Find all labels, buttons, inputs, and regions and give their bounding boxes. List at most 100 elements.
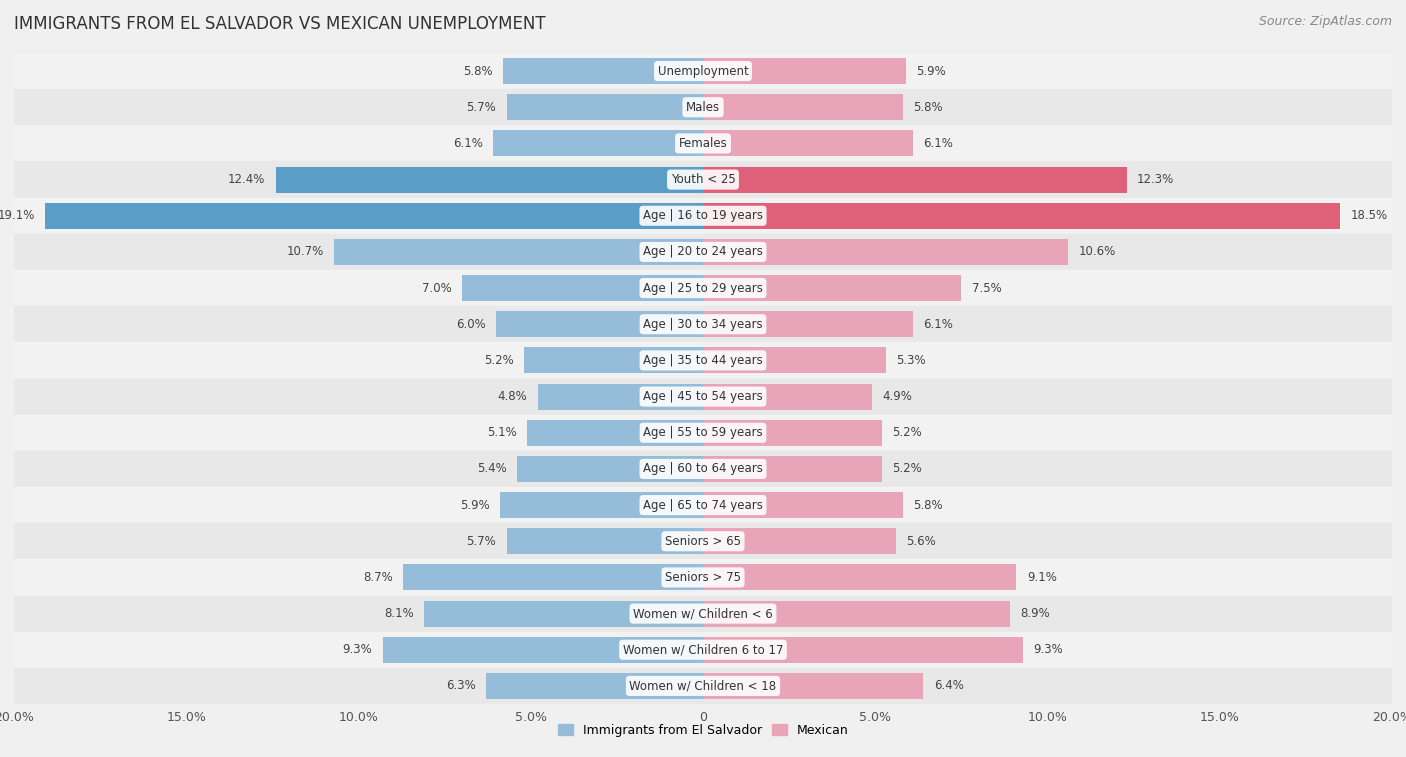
Text: 10.6%: 10.6% [1078,245,1116,258]
Bar [527,419,703,446]
Bar [499,492,703,518]
Bar [382,637,703,663]
Text: Age | 35 to 44 years: Age | 35 to 44 years [643,354,763,367]
Text: Women w/ Children 6 to 17: Women w/ Children 6 to 17 [623,643,783,656]
Bar [14,270,1392,306]
Text: 5.4%: 5.4% [477,463,506,475]
Text: 4.9%: 4.9% [882,390,912,403]
Text: 6.1%: 6.1% [924,318,953,331]
Bar [14,631,1392,668]
Bar [506,528,703,554]
Text: 8.1%: 8.1% [384,607,413,620]
Legend: Immigrants from El Salvador, Mexican: Immigrants from El Salvador, Mexican [558,724,848,737]
Text: 8.7%: 8.7% [363,571,392,584]
Text: 6.0%: 6.0% [456,318,486,331]
Bar [703,58,907,84]
Text: Age | 45 to 54 years: Age | 45 to 54 years [643,390,763,403]
Bar [703,419,882,446]
Bar [14,53,1392,89]
Text: 7.5%: 7.5% [972,282,1001,294]
Bar [14,198,1392,234]
Text: Males: Males [686,101,720,114]
Text: 5.2%: 5.2% [893,426,922,439]
Bar [703,492,903,518]
Bar [503,58,703,84]
Text: 5.2%: 5.2% [893,463,922,475]
Bar [335,239,703,265]
Text: 5.2%: 5.2% [484,354,513,367]
Bar [14,161,1392,198]
Bar [703,637,1024,663]
Text: 19.1%: 19.1% [0,209,35,223]
Bar [703,130,912,157]
Bar [703,167,1126,192]
Bar [506,94,703,120]
Bar [461,275,703,301]
Text: 5.6%: 5.6% [907,534,936,548]
Bar [14,523,1392,559]
Bar [425,600,703,627]
Text: 5.7%: 5.7% [467,534,496,548]
Bar [14,234,1392,270]
Bar [703,673,924,699]
Bar [14,451,1392,487]
Text: Age | 20 to 24 years: Age | 20 to 24 years [643,245,763,258]
Bar [404,565,703,590]
Text: 10.7%: 10.7% [287,245,323,258]
Text: Youth < 25: Youth < 25 [671,173,735,186]
Text: Unemployment: Unemployment [658,64,748,77]
Text: 5.9%: 5.9% [917,64,946,77]
Text: 5.8%: 5.8% [463,64,494,77]
Text: 9.3%: 9.3% [343,643,373,656]
Text: 18.5%: 18.5% [1351,209,1388,223]
Bar [14,487,1392,523]
Bar [45,203,703,229]
Bar [703,311,912,338]
Text: 5.8%: 5.8% [912,499,943,512]
Bar [14,342,1392,378]
Text: Women w/ Children < 18: Women w/ Children < 18 [630,680,776,693]
Text: 12.3%: 12.3% [1137,173,1174,186]
Bar [703,565,1017,590]
Bar [703,239,1069,265]
Bar [496,311,703,338]
Text: 5.7%: 5.7% [467,101,496,114]
Text: 5.9%: 5.9% [460,499,489,512]
Bar [703,600,1010,627]
Text: 8.9%: 8.9% [1019,607,1050,620]
Text: Seniors > 75: Seniors > 75 [665,571,741,584]
Text: Age | 60 to 64 years: Age | 60 to 64 years [643,463,763,475]
Bar [14,559,1392,596]
Bar [517,456,703,482]
Bar [14,668,1392,704]
Text: Females: Females [679,137,727,150]
Text: 5.8%: 5.8% [912,101,943,114]
Bar [14,89,1392,126]
Text: Age | 55 to 59 years: Age | 55 to 59 years [643,426,763,439]
Text: 4.8%: 4.8% [498,390,527,403]
Bar [703,528,896,554]
Text: Age | 25 to 29 years: Age | 25 to 29 years [643,282,763,294]
Text: Age | 30 to 34 years: Age | 30 to 34 years [643,318,763,331]
Bar [537,384,703,410]
Text: Age | 16 to 19 years: Age | 16 to 19 years [643,209,763,223]
Bar [494,130,703,157]
Text: IMMIGRANTS FROM EL SALVADOR VS MEXICAN UNEMPLOYMENT: IMMIGRANTS FROM EL SALVADOR VS MEXICAN U… [14,15,546,33]
Text: 7.0%: 7.0% [422,282,451,294]
Bar [703,275,962,301]
Bar [703,94,903,120]
Bar [703,203,1340,229]
Bar [14,378,1392,415]
Text: 6.1%: 6.1% [453,137,482,150]
Text: Age | 65 to 74 years: Age | 65 to 74 years [643,499,763,512]
Text: 9.3%: 9.3% [1033,643,1063,656]
Bar [703,456,882,482]
Text: Source: ZipAtlas.com: Source: ZipAtlas.com [1258,15,1392,28]
Text: 12.4%: 12.4% [228,173,266,186]
Text: 5.1%: 5.1% [488,426,517,439]
Bar [524,347,703,373]
Text: Seniors > 65: Seniors > 65 [665,534,741,548]
Text: 6.1%: 6.1% [924,137,953,150]
Bar [276,167,703,192]
Bar [14,415,1392,451]
